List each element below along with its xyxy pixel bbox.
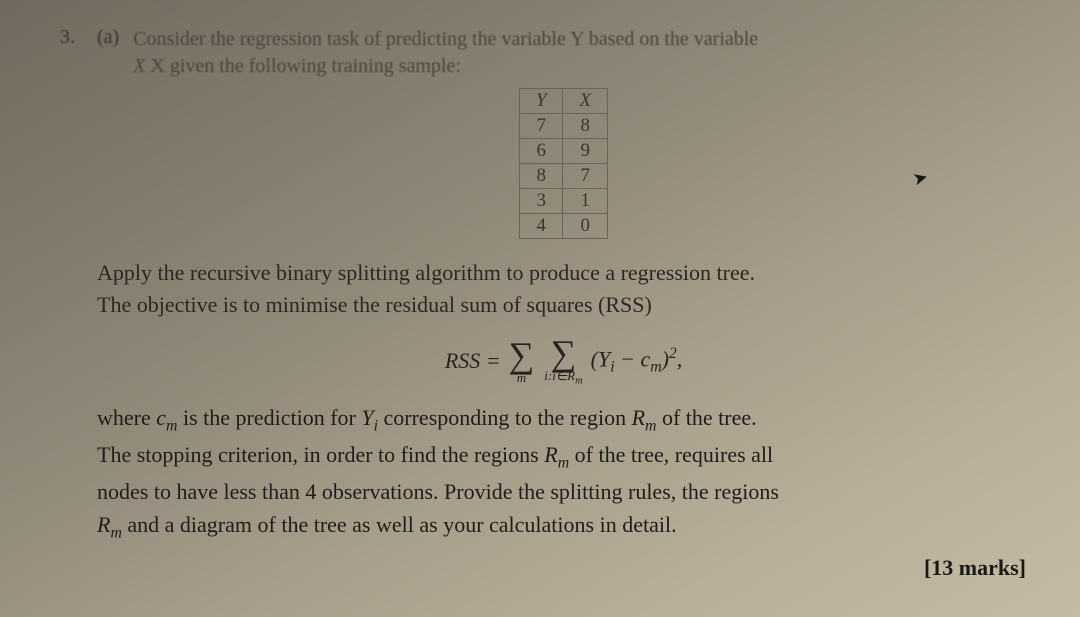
sigma-icon: ∑ [551,335,577,371]
prompt-line-2-text: X given the following training sample: [150,55,461,77]
question-body: (a) Consider the regression task of pred… [97,26,1030,581]
paragraph-1: Apply the recursive binary splitting alg… [97,257,1030,321]
part-row: (a) Consider the regression task of pred… [97,26,1030,80]
table-header-x: X [563,89,608,114]
rss-formula: RSS = ∑ m ∑ i:i∈Rm (Yi − cm)2, [445,335,682,387]
paragraph-2: where cm is the prediction for Yi corres… [97,401,1030,545]
table-row: 87 [519,164,607,189]
sum-m-sub: m [517,371,526,384]
prompt-line-2: X X given the following training sample: [133,53,758,80]
para2-line2: The stopping criterion, in order to find… [97,438,1030,475]
sigma-icon: ∑ [509,337,535,373]
sum-i: ∑ i:i∈Rm [544,335,582,387]
formula-body: (Yi − cm)2, [591,345,683,377]
data-table: Y X 78 69 87 31 40 [519,88,608,239]
para2-line3: nodes to have less than 4 observations. … [97,475,1030,508]
prompt-line-1: Consider the regression task of predicti… [133,26,758,53]
table-row: 31 [519,189,607,214]
sum-i-sub: i:i∈Rm [544,369,582,387]
para2-line4: Rm and a diagram of the tree as well as … [97,508,1030,545]
table-row: 40 [519,214,607,239]
question-block: 3. (a) Consider the regression task of p… [60,26,1030,581]
para1-line2: The objective is to minimise the residua… [97,289,1030,321]
para2-line1: where cm is the prediction for Yi corres… [97,401,1030,438]
table-row: 78 [519,114,607,139]
formula-lhs: RSS = [445,348,501,374]
table-header-y: Y [519,89,563,114]
prompt: Consider the regression task of predicti… [133,26,758,80]
part-label: (a) [97,26,119,80]
formula-row: RSS = ∑ m ∑ i:i∈Rm (Yi − cm)2, [97,335,1030,387]
para1-line1: Apply the recursive binary splitting alg… [97,257,1030,289]
table-row: 69 [519,139,607,164]
question-number: 3. [60,26,75,581]
data-table-wrap: Y X 78 69 87 31 40 [97,88,1030,239]
marks-label: [13 marks] [97,555,1030,581]
sum-m: ∑ m [509,337,535,384]
